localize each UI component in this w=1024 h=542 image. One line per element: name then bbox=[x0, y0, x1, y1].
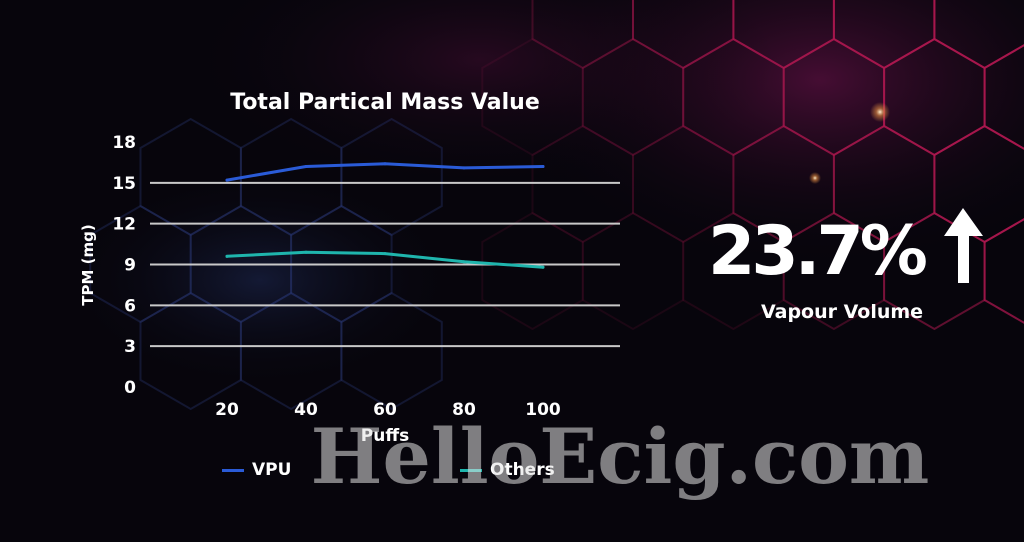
data-point-others bbox=[225, 254, 229, 258]
data-point-others bbox=[541, 265, 545, 269]
hexagon-cell bbox=[531, 0, 634, 70]
data-point-others bbox=[304, 250, 308, 254]
y-tick-label: 15 bbox=[112, 174, 136, 194]
gridlines bbox=[150, 181, 620, 348]
hexagon-cell bbox=[290, 204, 393, 324]
background-glow bbox=[60, 170, 460, 390]
legend-label-vpu: VPU bbox=[252, 460, 292, 480]
data-point-vpu bbox=[383, 162, 387, 166]
stat-value: 23.7% bbox=[708, 212, 928, 291]
x-axis-label: Puffs bbox=[360, 426, 410, 446]
hexagon-cell bbox=[481, 211, 584, 331]
hexagon-cell bbox=[581, 37, 685, 157]
hexagon-cell bbox=[189, 204, 293, 324]
series-lines bbox=[225, 162, 545, 269]
chart-title: Total Partical Mass Value bbox=[230, 90, 540, 115]
legend-item-vpu: VPU bbox=[222, 460, 460, 480]
hexagon-cell bbox=[983, 218, 1024, 324]
hexagon-cell bbox=[139, 291, 242, 411]
y-tick-label: 18 bbox=[112, 133, 136, 153]
data-point-vpu bbox=[225, 178, 229, 182]
data-point-vpu bbox=[304, 165, 308, 168]
hexagon-cell bbox=[682, 211, 785, 331]
spark-light bbox=[809, 172, 821, 184]
hexagon-cell bbox=[531, 124, 634, 244]
data-point-others bbox=[383, 252, 387, 256]
y-tick-label: 9 bbox=[124, 256, 136, 276]
hexagon-cell bbox=[581, 211, 685, 331]
data-point-vpu bbox=[462, 166, 466, 170]
y-axis-label: TPM (mg) bbox=[79, 224, 97, 306]
legend-swatch-vpu bbox=[222, 468, 244, 472]
x-tick-label: 40 bbox=[294, 400, 318, 420]
hexagon-cell bbox=[139, 117, 242, 237]
hexagon-cell bbox=[481, 37, 584, 157]
background-glow bbox=[180, 0, 780, 190]
spark-light bbox=[870, 102, 890, 122]
x-tick-label: 100 bbox=[525, 400, 561, 420]
stat-label: Vapour Volume bbox=[760, 301, 924, 323]
hexagon-cell bbox=[239, 291, 343, 411]
y-tick-label: 12 bbox=[112, 215, 136, 235]
data-point-vpu bbox=[541, 165, 545, 168]
chart-legend: VPU Others bbox=[222, 460, 698, 480]
up-arrow-icon bbox=[944, 208, 983, 283]
x-tick-label: 20 bbox=[215, 400, 239, 420]
line-chart: 0 3 6 9 12 15 18 20 40 60 80 100 bbox=[112, 133, 620, 420]
hexagon-cell bbox=[89, 204, 192, 324]
hexagon-pattern bbox=[89, 0, 1024, 411]
y-axis-ticks: 0 3 6 9 12 15 18 bbox=[112, 133, 136, 398]
legend-item-others: Others bbox=[460, 460, 698, 480]
y-tick-label: 3 bbox=[124, 337, 136, 357]
legend-label-others: Others bbox=[490, 460, 555, 480]
y-tick-label: 0 bbox=[124, 378, 136, 398]
x-tick-label: 80 bbox=[452, 400, 476, 420]
hexagon-cell bbox=[340, 291, 443, 411]
hexagon-cell bbox=[632, 124, 735, 244]
y-tick-label: 6 bbox=[124, 296, 136, 316]
data-point-others bbox=[462, 260, 466, 264]
legend-swatch-others bbox=[460, 468, 482, 472]
x-tick-label: 60 bbox=[373, 400, 397, 420]
watermark: HelloEcig.com bbox=[310, 412, 930, 501]
x-axis-ticks: 20 40 60 80 100 bbox=[215, 400, 561, 420]
hexagon-cell bbox=[340, 117, 443, 237]
hexagon-cell bbox=[239, 117, 343, 237]
